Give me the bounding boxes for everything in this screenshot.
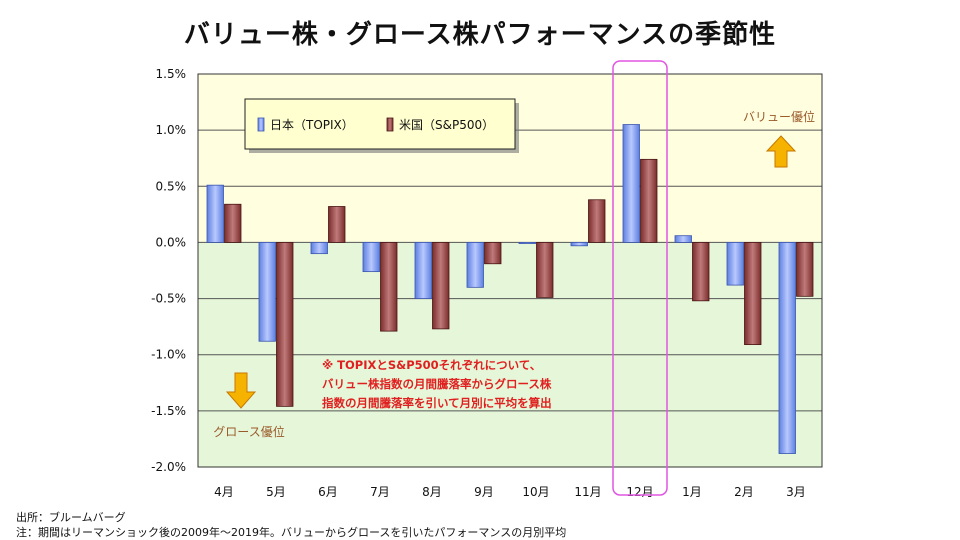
bar-japan-topix[interactable] xyxy=(206,184,224,243)
bar-us-sp500[interactable] xyxy=(588,199,606,243)
note-line: ※ TOPIXとS&P500それぞれについて、 xyxy=(322,358,541,372)
bar-japan-topix[interactable] xyxy=(414,242,432,299)
note-line: バリュー株指数の月間騰落率からグロース株 xyxy=(322,377,552,391)
legend-label-us: 米国（S&P500） xyxy=(399,118,494,132)
bar-japan-topix[interactable] xyxy=(518,242,536,244)
highlight-december-box xyxy=(612,60,668,496)
bar-japan-topix[interactable] xyxy=(726,242,744,286)
bar-japan-topix[interactable] xyxy=(674,235,692,243)
note-line: 指数の月間騰落率を引いて月別に平均を算出 xyxy=(322,396,552,410)
bar-us-sp500[interactable] xyxy=(796,242,814,297)
x-tick-label: 2月 xyxy=(734,485,754,499)
bar-japan-topix[interactable] xyxy=(570,242,588,247)
plot-frame xyxy=(197,73,823,468)
y-tick-label: 1.0% xyxy=(156,123,187,137)
x-tick-label: 10月 xyxy=(522,485,549,499)
source-note: 出所：ブルームバーグ xyxy=(16,511,126,524)
x-tick-label: 3月 xyxy=(786,485,806,499)
x-tick-label: 11月 xyxy=(574,485,601,499)
bar-japan-topix[interactable] xyxy=(466,242,484,288)
bar-japan-topix[interactable] xyxy=(362,242,380,273)
x-tick-label: 12月 xyxy=(626,485,653,499)
x-tick-label: 9月 xyxy=(474,485,494,499)
x-tick-label: 5月 xyxy=(266,485,286,499)
bar-us-sp500[interactable] xyxy=(224,203,242,243)
x-tick-label: 8月 xyxy=(422,485,442,499)
y-tick-label: -1.0% xyxy=(151,348,186,362)
bar-us-sp500[interactable] xyxy=(744,242,762,346)
bar-us-sp500[interactable] xyxy=(484,242,502,265)
legend-swatch-us xyxy=(386,117,394,132)
bar-us-sp500[interactable] xyxy=(692,242,710,302)
growth-advantage-label: グロース優位 xyxy=(213,424,284,439)
bar-us-sp500[interactable] xyxy=(432,242,450,330)
x-tick-label: 1月 xyxy=(682,485,702,499)
bar-us-sp500[interactable] xyxy=(328,206,346,243)
value-advantage-label: バリュー優位 xyxy=(743,109,815,124)
bar-japan-topix[interactable] xyxy=(778,242,796,454)
y-tick-label: 0.5% xyxy=(156,179,187,193)
legend-label-japan: 日本（TOPIX） xyxy=(270,118,354,132)
y-tick-label: -0.5% xyxy=(151,292,186,306)
legend-swatch-japan xyxy=(257,117,265,132)
y-tick-label: -1.5% xyxy=(151,404,186,418)
bar-japan-topix[interactable] xyxy=(310,242,328,255)
y-tick-label: 1.5% xyxy=(156,67,187,81)
y-tick-label: 0.0% xyxy=(156,235,187,249)
legend-box xyxy=(244,98,516,150)
x-tick-label: 7月 xyxy=(370,485,390,499)
x-tick-label: 6月 xyxy=(318,485,338,499)
growth-advantage-arrow-icon xyxy=(225,372,257,409)
bar-us-sp500[interactable] xyxy=(536,242,554,298)
chart-title: バリュー株・グロース株パフォーマンスの季節性 xyxy=(183,20,777,50)
period-note: 注：期間はリーマンショック後の2009年～2019年。バリューからグロースを引い… xyxy=(16,526,567,539)
value-advantage-arrow-icon xyxy=(765,135,797,168)
bar-japan-topix[interactable] xyxy=(258,242,276,342)
bar-us-sp500[interactable] xyxy=(276,242,294,407)
y-tick-label: -2.0% xyxy=(151,460,186,474)
bar-us-sp500[interactable] xyxy=(640,158,658,243)
x-tick-label: 4月 xyxy=(214,485,234,499)
bar-us-sp500[interactable] xyxy=(380,242,398,332)
bar-japan-topix[interactable] xyxy=(622,124,640,243)
